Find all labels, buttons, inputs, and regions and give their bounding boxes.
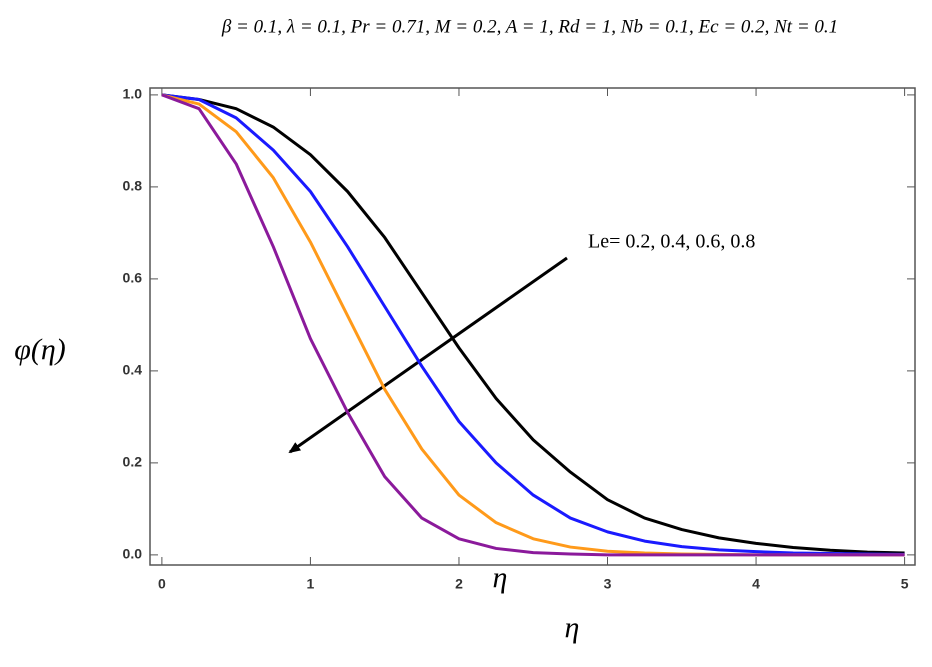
line-series <box>161 93 905 555</box>
x-tick-label: 0 <box>158 576 166 592</box>
x-tick-label: 2 <box>455 576 463 592</box>
y-tick-label: 0.8 <box>123 178 143 194</box>
plot-frame <box>149 87 916 566</box>
y-tick-label: 0.0 <box>123 546 143 562</box>
stray-annotation: η <box>493 561 508 594</box>
y-tick-label: 1.0 <box>123 86 143 102</box>
arrow <box>288 256 568 454</box>
line-series <box>161 93 905 557</box>
line-series <box>161 93 905 556</box>
y-tick-label: 0.4 <box>123 362 143 378</box>
x-tick-label: 4 <box>752 576 760 592</box>
x-tick-label: 1 <box>307 576 315 592</box>
line-series <box>161 93 905 557</box>
annotation: Le= 0.2, 0.4, 0.6, 0.8 <box>588 231 755 253</box>
x-tick-label: 5 <box>901 576 909 592</box>
x-axis-label: η <box>565 611 580 644</box>
y-tick-label: 0.2 <box>123 454 143 470</box>
chart-title: β = 0.1, λ = 0.1, Pr = 0.71, M = 0.2, A … <box>221 16 838 37</box>
y-tick-label: 0.6 <box>123 270 143 286</box>
x-tick-label: 3 <box>604 576 612 592</box>
y-axis-label: φ(η) <box>14 333 65 366</box>
